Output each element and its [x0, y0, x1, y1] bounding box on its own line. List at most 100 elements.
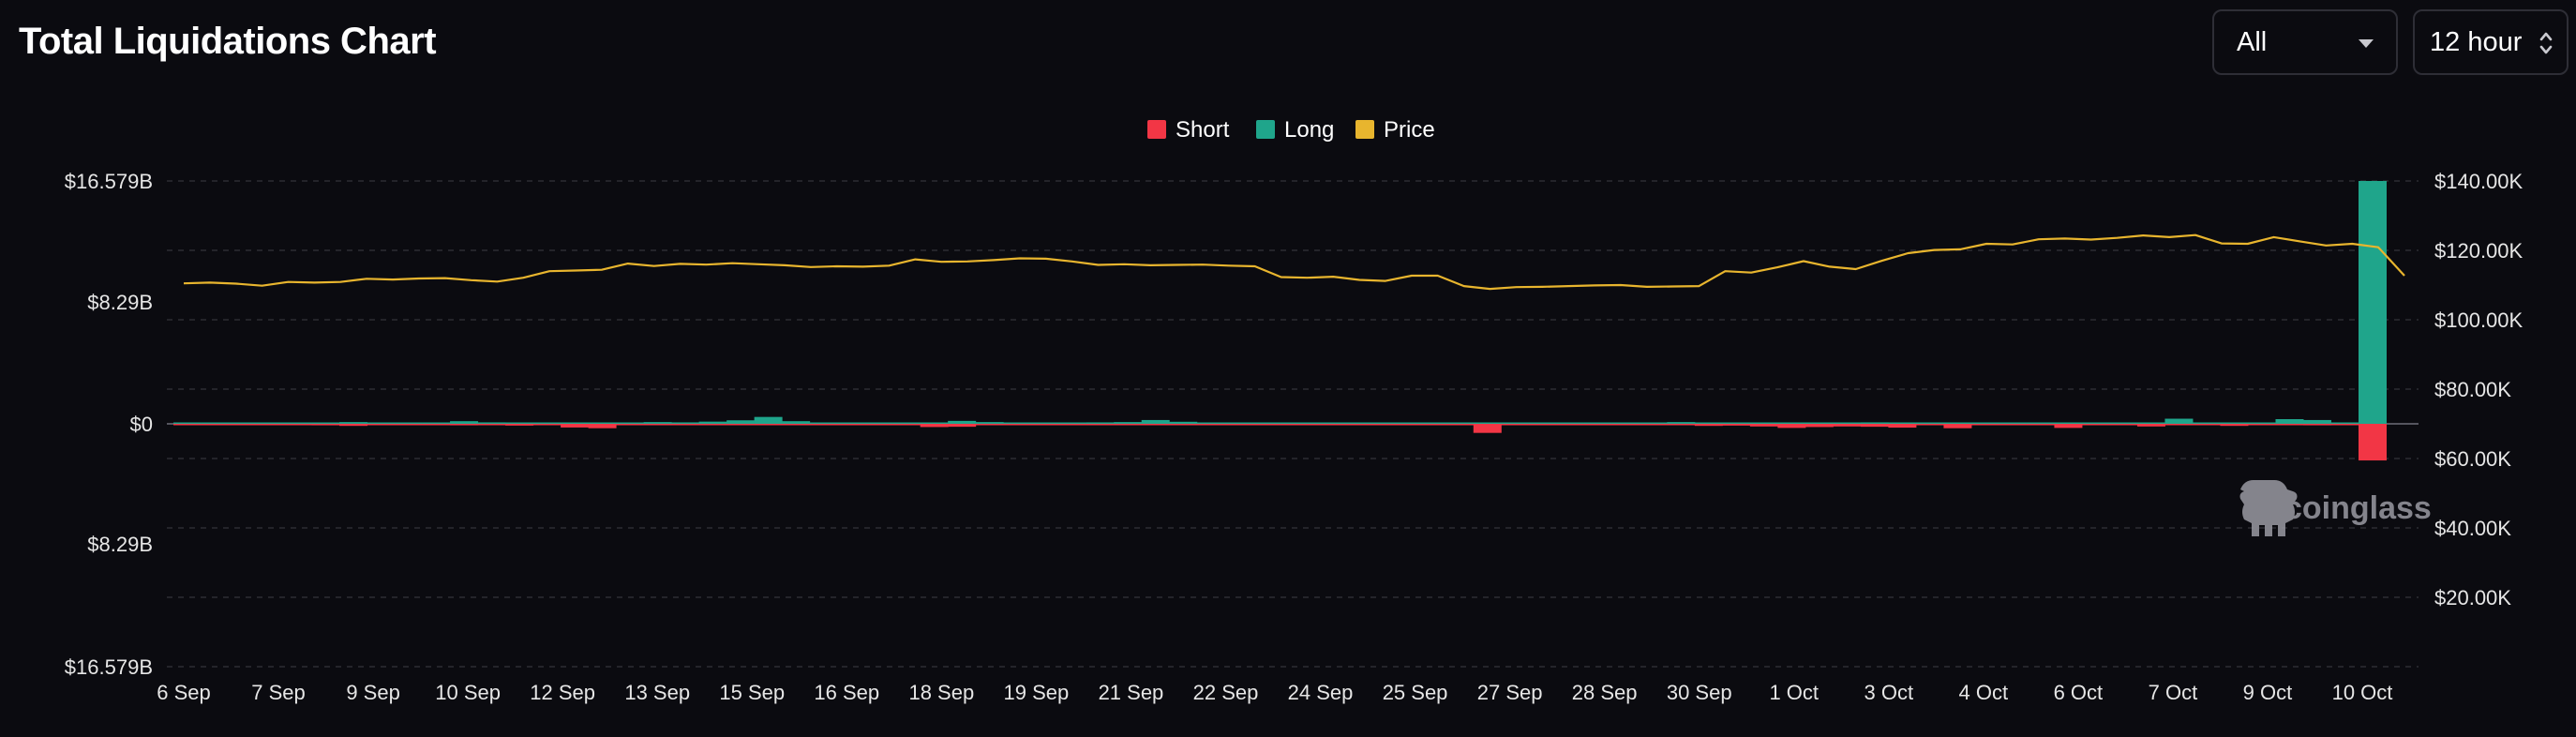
y2-axis-tick-label: $140.00K — [2434, 170, 2524, 193]
y-axis-tick-label: $0 — [130, 413, 153, 436]
short-bar — [1114, 424, 1143, 426]
exchange-filter-select[interactable]: All — [2212, 9, 2398, 75]
short-bar — [339, 424, 368, 427]
interval-select[interactable]: 12 hour — [2413, 9, 2569, 75]
interval-value: 12 hour — [2430, 26, 2523, 57]
short-bar — [1335, 424, 1364, 426]
long-bar — [2109, 422, 2138, 424]
short-bar — [754, 424, 783, 426]
short-bar — [2164, 424, 2194, 426]
legend-swatch — [1355, 120, 1374, 139]
y2-axis-tick-label: $100.00K — [2434, 308, 2524, 332]
y-axis-tick-label: $8.29B — [87, 533, 153, 556]
short-bar — [284, 424, 313, 426]
short-bar — [561, 424, 590, 428]
x-axis-tick-label: 10 Oct — [2332, 681, 2393, 704]
x-axis-tick-label: 25 Sep — [1383, 681, 1448, 704]
long-bar — [532, 422, 562, 424]
short-bar — [1501, 424, 1530, 426]
long-bar — [1915, 422, 1944, 424]
short-bar — [1970, 424, 1999, 426]
short-bar — [422, 424, 451, 426]
short-bar — [395, 424, 424, 426]
x-axis-tick-label: 4 Oct — [1959, 681, 2009, 704]
x-axis-tick-label: 3 Oct — [1864, 681, 1913, 704]
x-axis-tick-label: 27 Sep — [1477, 681, 1543, 704]
short-bar — [477, 424, 506, 426]
short-bar — [588, 424, 617, 429]
long-bar — [2136, 422, 2165, 424]
long-bar — [643, 422, 672, 424]
y2-axis-tick-label: $40.00K — [2434, 517, 2511, 540]
short-bar — [505, 424, 534, 426]
short-bar — [1805, 424, 1834, 428]
short-bar — [1362, 424, 1391, 426]
long-bar — [616, 422, 645, 424]
short-bar — [1141, 424, 1170, 426]
short-bar — [1639, 424, 1668, 426]
legend-swatch — [1256, 120, 1275, 139]
long-bar — [422, 422, 451, 424]
x-axis-tick-label: 16 Sep — [814, 681, 879, 704]
x-axis-tick-label: 30 Sep — [1667, 681, 1732, 704]
long-bar — [948, 420, 977, 424]
short-bar — [616, 424, 645, 426]
page-title: Total Liquidations Chart — [19, 21, 437, 62]
x-axis-tick-label: 15 Sep — [719, 681, 785, 704]
y-axis-tick-label: $16.579B — [65, 170, 153, 193]
long-bar — [1970, 422, 1999, 424]
short-bar — [1169, 424, 1198, 426]
exchange-filter-value: All — [2237, 26, 2268, 57]
short-bar — [1086, 424, 1115, 426]
short-bar — [1583, 424, 1612, 426]
price-line — [183, 233, 2405, 291]
short-bar — [2054, 424, 2083, 429]
long-bar — [920, 422, 949, 424]
long-bar — [1694, 422, 1723, 424]
long-bar — [505, 422, 534, 424]
short-bar — [450, 424, 479, 426]
short-bar — [1611, 424, 1640, 426]
short-bar — [1556, 424, 1585, 426]
short-bar — [2359, 424, 2387, 461]
short-bar — [864, 424, 893, 426]
x-axis-tick-label: 22 Sep — [1193, 681, 1259, 704]
long-bar — [1805, 422, 1834, 424]
long-bar — [1003, 422, 1032, 424]
x-axis-tick-label: 7 Oct — [2149, 681, 2198, 704]
long-bar — [229, 422, 258, 424]
legend-swatch — [1147, 120, 1166, 139]
short-bar — [1888, 424, 1917, 429]
legend-label: Price — [1384, 117, 1435, 143]
x-axis-tick-label: 7 Sep — [251, 681, 306, 704]
short-bar — [1445, 424, 1475, 426]
long-bar — [450, 421, 479, 424]
long-bar — [698, 421, 727, 424]
long-bar — [2247, 422, 2276, 424]
long-bar — [1251, 422, 1281, 424]
short-bar — [837, 424, 866, 426]
y2-axis-tick-label: $60.00K — [2434, 447, 2511, 471]
short-bar — [1417, 424, 1446, 426]
long-bar — [1058, 422, 1087, 424]
up-down-chevron-icon — [2539, 32, 2553, 54]
short-bar — [1860, 424, 1889, 428]
short-bar — [1722, 424, 1751, 426]
long-bar — [1390, 422, 1419, 424]
long-bar — [1722, 422, 1751, 424]
y2-axis-tick-label: $120.00K — [2434, 239, 2524, 263]
long-bar — [1280, 422, 1309, 424]
long-bar — [1667, 422, 1696, 424]
short-bar — [2330, 424, 2359, 426]
short-bar — [1694, 424, 1723, 427]
y-axis-tick-label: $16.579B — [65, 655, 153, 679]
short-bar — [698, 424, 727, 426]
long-bar — [1169, 421, 1198, 424]
short-bar — [1058, 424, 1087, 426]
long-bar — [311, 422, 340, 424]
short-bar — [643, 424, 672, 426]
long-bar — [1501, 422, 1530, 424]
x-axis-tick-label: 12 Sep — [530, 681, 595, 704]
x-axis-tick-label: 10 Sep — [435, 681, 501, 704]
short-bar — [1528, 424, 1557, 426]
